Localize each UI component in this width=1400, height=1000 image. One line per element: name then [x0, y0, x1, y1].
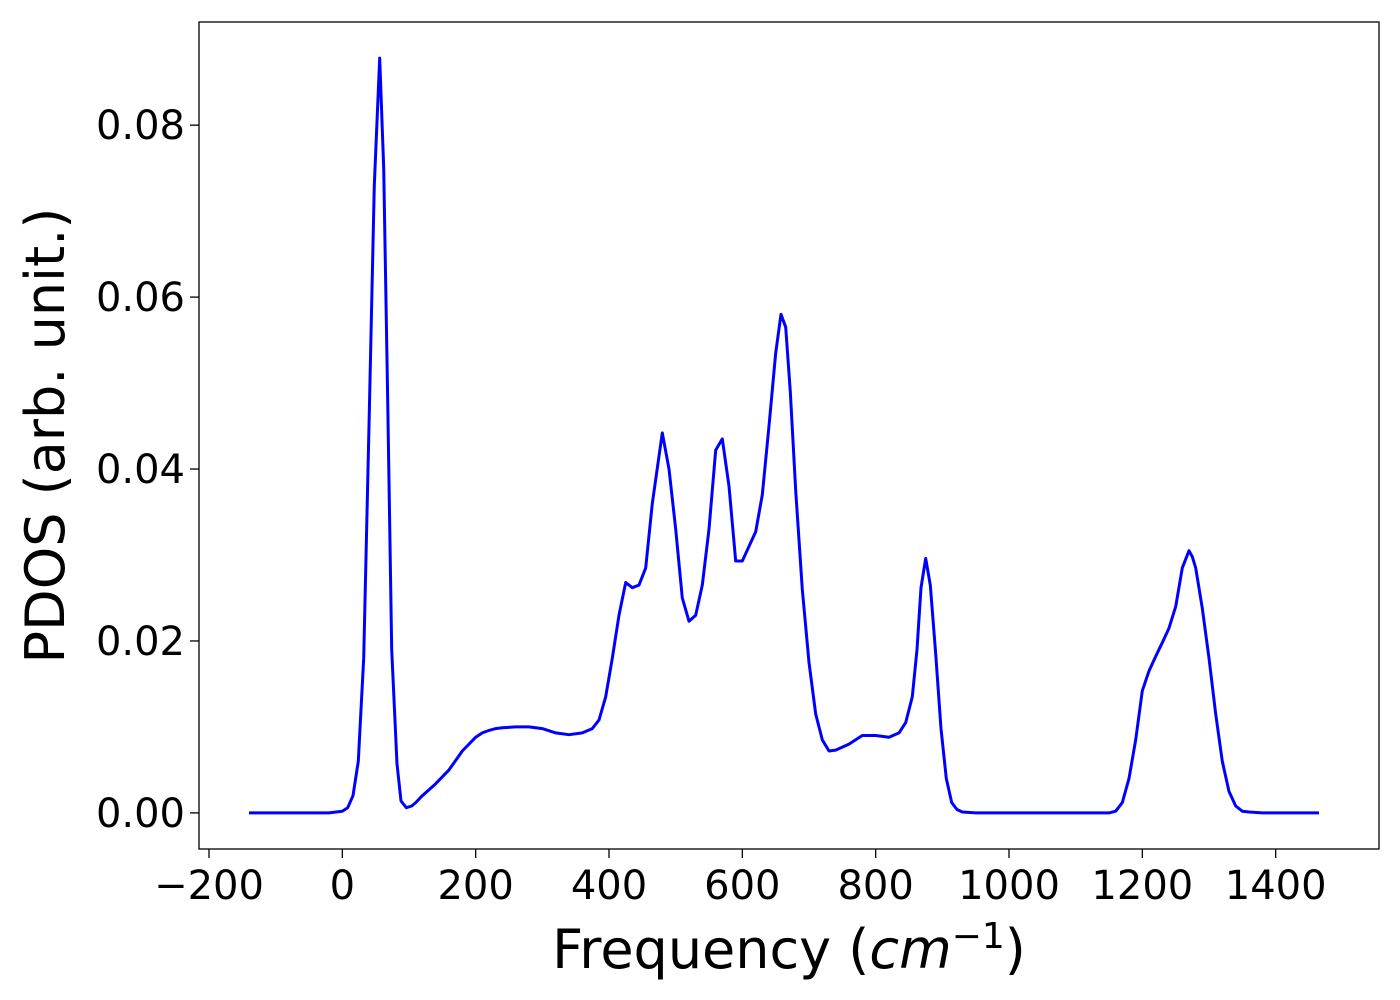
x-tick-label: 200 [437, 863, 513, 909]
x-tick-label: 1400 [1225, 863, 1327, 909]
x-axis-ticks: −200 0 200 400 600 800 1000 1200 1400 [154, 849, 1327, 909]
x-tick-label: 600 [704, 863, 780, 909]
x-tick-label: 1200 [1091, 863, 1193, 909]
y-tick-label: 0.00 [96, 791, 185, 837]
x-axis-label: Frequency (cm−1) [552, 916, 1026, 981]
x-axis-unit-exponent: −1 [952, 916, 1005, 957]
y-tick-label: 0.08 [96, 103, 185, 149]
y-tick-label: 0.04 [96, 447, 185, 493]
series-line-0 [249, 56, 1319, 815]
y-tick-label: 0.02 [96, 619, 185, 665]
x-tick-label: 0 [330, 863, 355, 909]
x-tick-label: −200 [154, 863, 264, 909]
y-axis-label: PDOS (arb. unit.) [14, 208, 77, 664]
x-tick-label: 1000 [958, 863, 1060, 909]
x-tick-label: 400 [571, 863, 647, 909]
plot-layer [249, 56, 1319, 815]
x-axis-label-text: Frequency [552, 918, 831, 981]
y-tick-label: 0.06 [96, 275, 185, 321]
y-axis-ticks: 0.00 0.02 0.04 0.06 0.08 [96, 103, 199, 837]
x-axis-unit-base: cm [869, 918, 951, 981]
x-tick-label: 800 [837, 863, 913, 909]
plot-frame [198, 21, 1380, 850]
